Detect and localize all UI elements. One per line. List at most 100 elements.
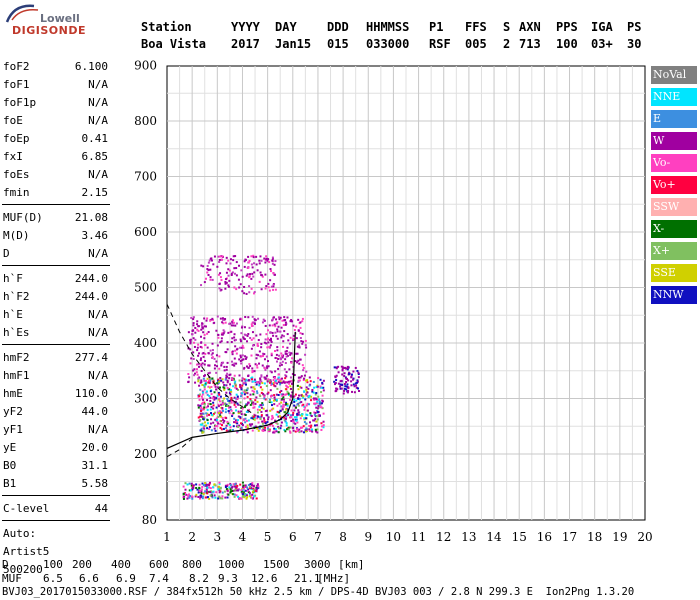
echo-point [264, 338, 267, 341]
echo-point [277, 415, 280, 418]
echo-point [206, 419, 209, 422]
echo-point [259, 377, 262, 380]
echo-point [239, 401, 242, 404]
echo-point [227, 274, 230, 277]
echo-point [229, 258, 232, 261]
muf-value: 7.4 [149, 572, 169, 585]
echo-point [249, 336, 252, 339]
auto-text: 500200 [3, 563, 43, 576]
echo-point [239, 283, 242, 286]
echo-point [257, 485, 260, 488]
echo-point [292, 420, 295, 423]
echo-point [274, 331, 277, 334]
echo-point [213, 483, 216, 486]
echo-point [345, 377, 348, 380]
legend-item-ssw: SSW [651, 198, 697, 216]
echo-point [261, 364, 264, 367]
echo-point [274, 428, 277, 431]
echo-point [190, 333, 193, 336]
echo-point [312, 380, 315, 383]
echo-point [239, 416, 242, 419]
x-tick-label: 8 [339, 530, 347, 544]
echo-point [318, 414, 321, 417]
echo-point [340, 379, 343, 382]
echo-point [284, 318, 287, 321]
param-divider [2, 495, 110, 496]
echo-point [220, 415, 223, 418]
echo-point [282, 381, 285, 384]
echo-point [203, 337, 206, 340]
footer-file-info: BVJ03_2017015033000.RSF / 384fx512h 50 k… [2, 586, 635, 598]
echo-point [245, 383, 248, 386]
echo-point [243, 260, 246, 263]
param-name: yF1 [3, 423, 23, 436]
echo-point [244, 334, 247, 337]
echo-point [205, 490, 208, 493]
echo-point [246, 388, 249, 391]
echo-point [246, 431, 249, 434]
echo-point [251, 371, 254, 374]
echo-point [247, 332, 250, 335]
echo-point [270, 371, 273, 374]
echo-point [356, 369, 359, 372]
echo-point [315, 420, 318, 423]
echo-point [204, 374, 207, 377]
echo-point [228, 401, 231, 404]
echo-point [276, 330, 279, 333]
echo-point [190, 316, 193, 319]
echo-point [256, 427, 259, 430]
echo-point [197, 491, 200, 494]
echo-point [204, 343, 207, 346]
echo-point [318, 403, 321, 406]
echo-point [194, 381, 197, 384]
echo-point [249, 365, 252, 368]
echo-point [268, 400, 271, 403]
echo-point [306, 379, 309, 382]
echo-point [233, 421, 236, 424]
legend-item-x: X- [651, 220, 697, 238]
echo-point [220, 333, 223, 336]
echo-point [337, 365, 340, 368]
echo-point [220, 403, 223, 406]
echo-point [301, 413, 304, 416]
echo-point [223, 388, 226, 391]
echo-point [302, 378, 305, 381]
echo-point [275, 421, 278, 424]
echo-point [260, 415, 263, 418]
echo-point [216, 418, 219, 421]
echo-point [208, 486, 211, 489]
echo-point [289, 414, 292, 417]
echo-point [223, 330, 226, 333]
echo-point [273, 263, 276, 266]
param-row: foF1 N/A [2, 76, 110, 94]
echo-point [217, 405, 220, 408]
echo-point [270, 340, 273, 343]
echo-point [258, 409, 261, 412]
echo-point [346, 368, 349, 371]
echo-point [241, 354, 244, 357]
echo-point [271, 416, 274, 419]
echo-point [221, 416, 224, 419]
echo-point [219, 276, 222, 279]
echo-point [290, 387, 293, 390]
echo-point [272, 285, 275, 288]
echo-point [274, 379, 277, 382]
echo-point [235, 409, 238, 412]
echo-point [268, 345, 271, 348]
echo-point [218, 282, 221, 285]
echo-point [200, 284, 203, 287]
echo-point [240, 388, 243, 391]
param-value: 277.4 [74, 351, 108, 364]
echo-point [276, 404, 279, 407]
echo-point [263, 319, 266, 322]
echo-point [352, 378, 355, 381]
param-row: foF1p N/A [2, 94, 110, 112]
param-value: 0.41 [81, 132, 109, 145]
echo-point [288, 426, 291, 429]
echo-point [218, 260, 221, 263]
echo-point [264, 324, 267, 327]
echo-point [224, 484, 227, 487]
echo-point [241, 489, 244, 492]
echo-point [250, 378, 253, 381]
echo-point [283, 400, 286, 403]
